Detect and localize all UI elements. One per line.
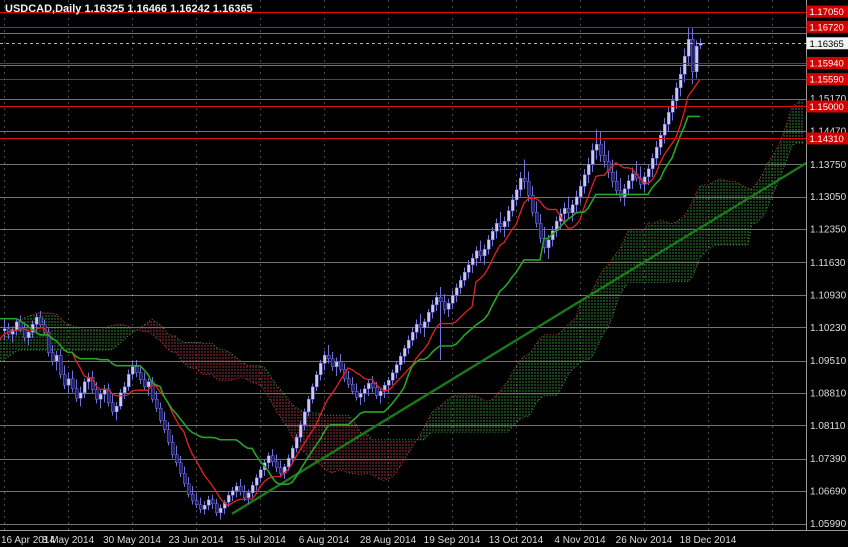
price-axis-label: 1.12350	[810, 225, 847, 236]
date-axis-label: 8 May 2014	[42, 535, 95, 546]
bid-price-tag	[806, 37, 848, 50]
date-axis-label: 13 Oct 2014	[489, 535, 544, 546]
level-lines	[0, 12, 806, 139]
kijun-sen-line	[0, 115, 700, 485]
date-axis-label: 4 Nov 2014	[554, 535, 606, 546]
trendline[interactable]	[231, 161, 808, 515]
price-axis-label: 1.05990	[810, 519, 847, 530]
price-level-tag-text: 1.15590	[810, 75, 844, 86]
candlesticks	[2, 26, 703, 520]
tenkan-sen-line	[0, 79, 701, 507]
price-axis-label: 1.15170	[810, 94, 847, 105]
price-axis-label: 1.08110	[810, 421, 846, 432]
bid-price-tag-text: 1.16365	[810, 39, 844, 50]
price-level-tag-text: 1.14310	[810, 134, 844, 145]
price-level-tag	[806, 100, 848, 113]
price-level-tag-text: 1.15940	[810, 58, 844, 69]
date-axis-label: 26 Nov 2014	[616, 535, 673, 546]
date-axis-label: 23 Jun 2014	[168, 535, 223, 546]
date-axis-label: 16 Apr 2014	[1, 535, 55, 546]
date-axis-label: 19 Sep 2014	[424, 535, 481, 546]
date-axis-label: 18 Dec 2014	[680, 535, 737, 546]
price-axis-label: 1.13050	[810, 192, 847, 203]
price-axis[interactable]: 1.15170 1.14470 1.13750 1.13050 1.12350 1.116…	[806, 0, 848, 530]
price-axis-label: 1.13750	[810, 160, 847, 171]
price-axis-label: 1.10230	[810, 323, 847, 334]
price-level-tag-text: 1.16720	[810, 22, 844, 33]
date-axis-label: 28 Aug 2014	[360, 535, 417, 546]
price-level-tag	[806, 132, 848, 145]
price-axis-label: 1.07390	[810, 454, 847, 465]
price-level-tag-text: 1.17050	[810, 7, 844, 18]
price-axis-label: 1.09510	[810, 356, 847, 367]
date-axis-label: 30 May 2014	[103, 535, 161, 546]
senkou-span-a-line	[0, 97, 805, 481]
price-axis-label: 1.06690	[810, 487, 847, 498]
price-axis-label: 1.14470	[810, 126, 847, 137]
price-level-tag	[806, 73, 848, 86]
date-axis-label: 6 Aug 2014	[299, 535, 350, 546]
price-level-tag-text: 1.15000	[810, 102, 844, 113]
price-level-tag	[806, 56, 848, 69]
price-axis-label: 1.11630	[810, 258, 846, 269]
price-level-tag	[806, 20, 848, 33]
price-axis-label: 1.10930	[810, 290, 847, 301]
price-axis-label: 1.08810	[810, 388, 847, 399]
date-axis-label: 15 Jul 2014	[234, 535, 286, 546]
price-level-tag	[806, 5, 848, 18]
senkou-span-b-line	[0, 142, 804, 441]
